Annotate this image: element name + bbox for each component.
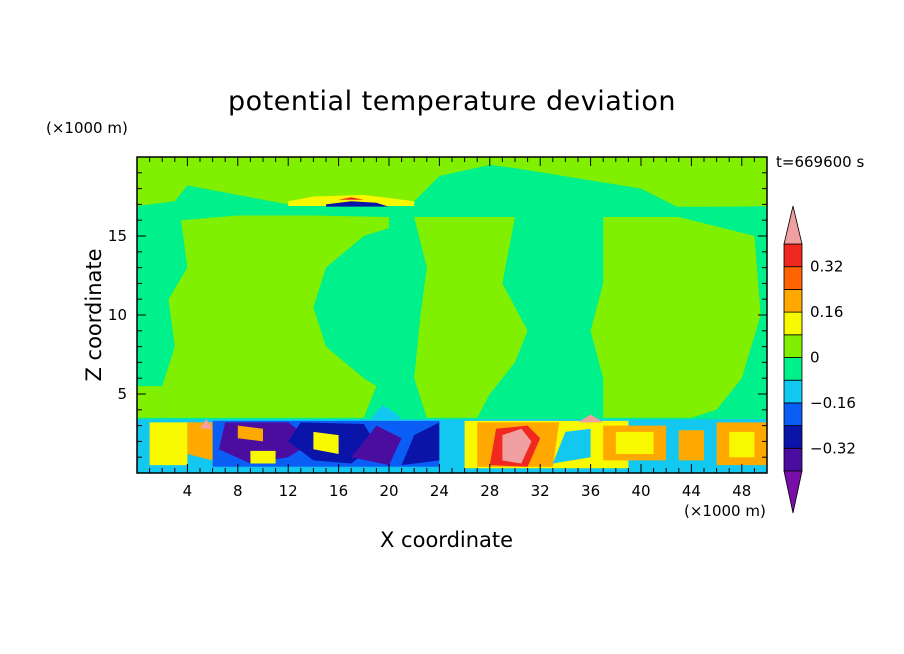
y-tick-label: 10 [108, 306, 127, 324]
contour-plume-west [162, 215, 389, 418]
contour-cell [439, 422, 465, 470]
x-tick-label: 40 [631, 482, 650, 500]
x-axis-label: X coordinate [380, 528, 514, 552]
colorbar-bin [783, 288, 803, 313]
colorbar-tick-label: −0.16 [810, 394, 856, 412]
colorbar-tick-label: 0 [810, 349, 820, 367]
contour-cell [149, 422, 188, 466]
contour-plume-edge [137, 386, 163, 418]
contour-plume-east [590, 217, 761, 418]
contour-cell [678, 430, 704, 461]
x-tick-label: 28 [480, 482, 499, 500]
contour-cell [401, 422, 440, 466]
contour-cell [237, 425, 263, 442]
x-tick-label: 8 [233, 482, 243, 500]
x-tick-label: 12 [279, 482, 298, 500]
contour-upper-red [338, 197, 364, 200]
x-tick-label: 44 [682, 482, 701, 500]
contour-cell [578, 414, 604, 423]
chart-title: potential temperature deviation [228, 86, 676, 117]
colorbar-bin [783, 379, 803, 404]
x-tick-label: 16 [329, 482, 348, 500]
contour-upper-yellow [288, 194, 415, 206]
contour-cell [502, 428, 532, 464]
contour-cell [552, 428, 591, 464]
colorbar-bin [783, 402, 803, 426]
contour-cell [250, 450, 276, 464]
x-tick-label: 4 [183, 482, 193, 500]
colorbar-bin [783, 266, 803, 290]
x-tick-label: 36 [581, 482, 600, 500]
colorbar-extend-high [783, 205, 803, 245]
colorbar-bin [783, 447, 803, 472]
contour-plume-center [414, 217, 528, 418]
colorbar-tick-label: −0.32 [810, 439, 856, 457]
colorbar-extend-low [783, 470, 803, 514]
contour-band-green [137, 206, 767, 210]
colorbar-tick-label: 0.32 [810, 258, 843, 276]
contour-cell [615, 431, 654, 454]
x-tick-label: 20 [379, 482, 398, 500]
contour-cell [200, 419, 213, 429]
contour-upper-layer [137, 157, 767, 208]
colorbar-tick-label: 0.16 [810, 303, 843, 321]
colorbar-bin [783, 334, 803, 358]
colorbar-bin [783, 311, 803, 336]
time-label: t=669600 s [776, 153, 865, 171]
colorbar-bin [783, 425, 803, 449]
y-tick-label: 5 [117, 385, 127, 403]
contour-upper-blue [326, 201, 389, 207]
x-tick-label: 48 [732, 482, 751, 500]
contour-cell [313, 431, 339, 454]
x-axis-unit: (×1000 m) [684, 502, 766, 520]
x-tick-label: 24 [430, 482, 449, 500]
contour-cell [351, 425, 402, 466]
y-axis-unit: (×1000 m) [46, 119, 128, 137]
colorbar-bin [783, 357, 803, 381]
colorbar-bin [783, 243, 803, 268]
contour-cell [187, 422, 219, 461]
y-tick-label: 15 [108, 227, 127, 245]
contour-cyan-patch [370, 405, 402, 420]
contour-cell [729, 431, 755, 458]
x-tick-label: 32 [531, 482, 550, 500]
